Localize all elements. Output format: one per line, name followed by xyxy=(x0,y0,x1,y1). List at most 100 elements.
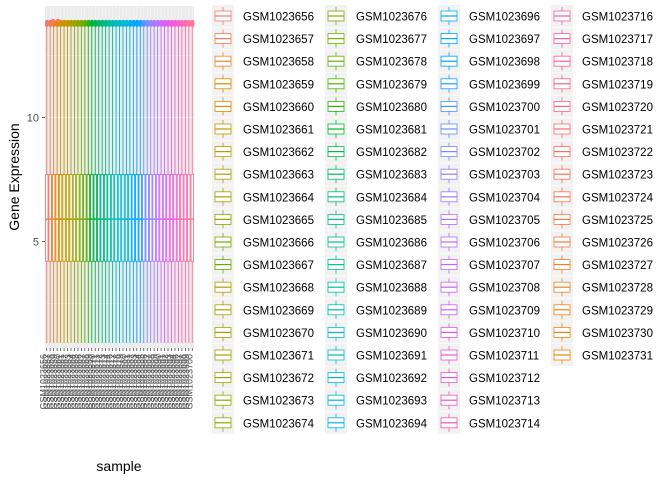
iqr-box xyxy=(110,174,115,262)
x-tick-label: GSM1023697 xyxy=(174,354,184,410)
iqr-box xyxy=(55,174,59,262)
box-GSM1023662 xyxy=(65,19,70,344)
y-axis: 5 10 xyxy=(27,113,45,248)
x-tick-label: GSM1023678 xyxy=(112,354,122,410)
box-GSM1023663 xyxy=(69,19,74,344)
iqr-box xyxy=(176,174,181,262)
legend-label: GSM1023668 xyxy=(243,283,314,295)
iqr-box xyxy=(166,174,170,262)
legend-label: GSM1023721 xyxy=(582,125,653,137)
legend-item-GSM1023668: GSM1023668 xyxy=(212,276,314,299)
legend-item-GSM1023717: GSM1023717 xyxy=(551,27,653,50)
iqr-box xyxy=(65,174,70,262)
iqr-box xyxy=(173,174,177,262)
legend-item-GSM1023686: GSM1023686 xyxy=(325,231,427,253)
legend-label: GSM1023684 xyxy=(356,192,428,204)
legend-item-GSM1023693: GSM1023693 xyxy=(325,389,427,412)
legend-label: GSM1023694 xyxy=(356,418,428,430)
x-tick-label: GSM1023689 xyxy=(150,354,160,410)
legend-item-GSM1023687: GSM1023687 xyxy=(325,253,427,276)
legend-item-GSM1023667: GSM1023667 xyxy=(212,253,314,276)
x-tick-label: GSM1023683 xyxy=(129,354,139,410)
box-GSM1023660 xyxy=(58,19,63,344)
legend-label: GSM1023689 xyxy=(356,305,427,317)
legend-item-GSM1023700: GSM1023700 xyxy=(438,95,540,118)
iqr-box xyxy=(169,174,174,262)
x-tick-label: GSM1023677 xyxy=(108,354,118,410)
outlier-points xyxy=(190,19,195,27)
legend-label: GSM1023691 xyxy=(356,351,427,363)
x-tick-label: GSM1023656 xyxy=(39,354,49,410)
iqr-box xyxy=(62,174,66,262)
legend-item-GSM1023708: GSM1023708 xyxy=(438,276,540,299)
box-GSM1023661 xyxy=(62,19,67,344)
outlier-points xyxy=(121,19,126,27)
outlier-points xyxy=(83,19,87,27)
legend-label: GSM1023719 xyxy=(582,79,653,91)
box-GSM1023684 xyxy=(138,19,143,344)
box-GSM1023672 xyxy=(100,19,105,344)
legend-label: GSM1023663 xyxy=(243,170,314,182)
iqr-box xyxy=(142,174,146,262)
outlier-points xyxy=(103,19,108,27)
iqr-box xyxy=(51,174,56,262)
legend-label: GSM1023681 xyxy=(356,125,427,137)
outlier-points xyxy=(76,19,81,27)
box-GSM1023680 xyxy=(124,19,129,344)
legend-item-GSM1023723: GSM1023723 xyxy=(551,163,653,186)
legend-item-GSM1023665: GSM1023665 xyxy=(212,208,314,231)
x-tick-label: GSM1023673 xyxy=(98,354,108,410)
legend-item-GSM1023714: GSM1023714 xyxy=(438,411,541,434)
outlier-points xyxy=(117,19,122,27)
legend-label: GSM1023713 xyxy=(469,396,540,408)
iqr-box xyxy=(159,174,163,262)
box-GSM1023696 xyxy=(176,19,181,344)
box-GSM1023674 xyxy=(107,19,112,344)
legend-label: GSM1023724 xyxy=(582,192,654,204)
outlier-points xyxy=(79,19,84,27)
box-GSM1023687 xyxy=(148,19,153,344)
legend-item-GSM1023704: GSM1023704 xyxy=(438,185,541,208)
box-GSM1023666 xyxy=(79,19,84,344)
legend-label: GSM1023725 xyxy=(582,215,653,227)
legend-item-GSM1023678: GSM1023678 xyxy=(325,50,427,73)
box-GSM1023683 xyxy=(135,19,139,344)
outlier-points xyxy=(148,19,153,27)
legend-item-GSM1023666: GSM1023666 xyxy=(212,231,314,253)
outlier-points xyxy=(62,19,67,27)
box-GSM1023697 xyxy=(180,19,185,344)
outlier-points xyxy=(135,19,139,27)
legend-item-GSM1023683: GSM1023683 xyxy=(325,163,427,186)
legend-label: GSM1023672 xyxy=(243,373,314,385)
box-GSM1023700 xyxy=(190,19,195,344)
x-tick-label: GSM1023691 xyxy=(157,354,167,410)
x-tick-label: GSM1023679 xyxy=(115,354,125,410)
outlier-points xyxy=(176,19,181,27)
x-tick-label: GSM1023661 xyxy=(56,354,66,410)
legend-item-GSM1023669: GSM1023669 xyxy=(212,298,314,321)
legend-item-GSM1023702: GSM1023702 xyxy=(438,140,540,163)
box-GSM1023668 xyxy=(86,19,91,344)
legend-label: GSM1023710 xyxy=(469,328,540,340)
box-GSM1023689 xyxy=(155,19,160,344)
box-GSM1023694 xyxy=(173,19,178,344)
legend-label: GSM1023699 xyxy=(469,79,540,91)
outlier-points xyxy=(114,19,119,27)
legend-item-GSM1023694: GSM1023694 xyxy=(325,411,428,434)
iqr-box xyxy=(131,174,136,262)
legend-item-GSM1023716: GSM1023716 xyxy=(551,5,653,27)
legend-label: GSM1023662 xyxy=(243,147,314,159)
x-tick-label: GSM1023682 xyxy=(125,354,135,410)
box-GSM1023673 xyxy=(103,19,108,344)
box-GSM1023685 xyxy=(142,19,146,344)
legend-label: GSM1023660 xyxy=(243,102,314,114)
legend-item-GSM1023679: GSM1023679 xyxy=(325,72,427,95)
legend-label: GSM1023702 xyxy=(469,147,540,159)
legend-label: GSM1023688 xyxy=(356,283,427,295)
iqr-box xyxy=(114,174,118,262)
legend-item-GSM1023662: GSM1023662 xyxy=(212,140,314,163)
x-tick-label: GSM1023660 xyxy=(53,354,63,410)
x-tick-label: GSM1023663 xyxy=(63,354,73,410)
legend-item-GSM1023658: GSM1023658 xyxy=(212,50,314,73)
outlier-points xyxy=(72,19,77,27)
